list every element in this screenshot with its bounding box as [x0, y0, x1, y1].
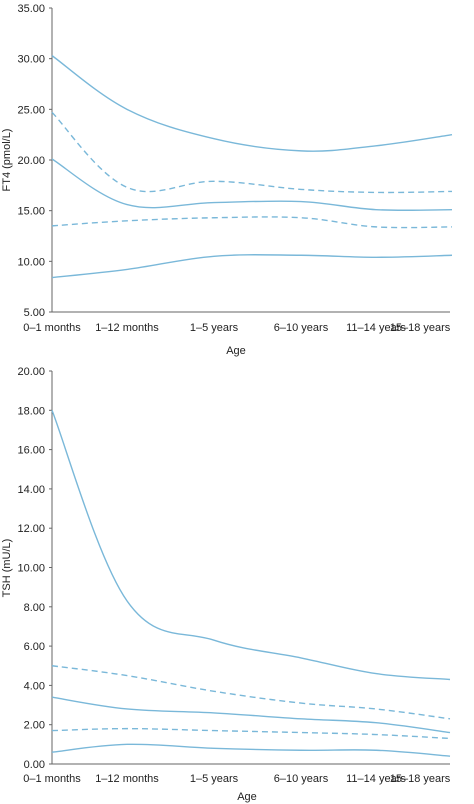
- tsh-y-tick-label: 4.00: [24, 680, 45, 692]
- tsh-x-tick-label: 1–5 years: [190, 773, 239, 785]
- tsh-series-line-3: [51, 696, 451, 734]
- tsh-y-tick-label: 14.00: [17, 484, 45, 496]
- ft4-x-tick-label: 1–12 months: [95, 322, 159, 334]
- ft4-y-ticks: 5.00 10.00 15.00 20.00 25.00 30.00 35.00: [17, 3, 52, 319]
- ft4-series-line-2: [51, 111, 453, 194]
- ft4-y-tick-label: 5.00: [24, 307, 45, 319]
- ft4-y-axis-label: FT4 (pmol/L): [1, 129, 13, 192]
- tsh-y-tick-label: 12.00: [17, 523, 45, 535]
- tsh-y-ticks: 0.00 2.00 4.00 6.00 8.00 10.00 12.00 14.00 16.00…: [17, 366, 52, 771]
- ft4-y-tick-label: 15.00: [17, 206, 45, 218]
- tsh-x-tick-label: 6–10 years: [274, 773, 329, 785]
- ft4-chart: 5.00 10.00 15.00 20.00 25.00 30.00 35.00 0–1 m…: [1, 3, 453, 357]
- tsh-y-tick-label: 8.00: [24, 602, 45, 614]
- ft4-x-tick-label: 0–1 months: [23, 322, 81, 334]
- tsh-series-line-5: [51, 743, 451, 757]
- ft4-x-tick-label: 1–5 years: [190, 322, 239, 334]
- tsh-x-tick-label: 0–1 months: [23, 773, 81, 785]
- ft4-x-tick-label: 6–10 years: [274, 322, 329, 334]
- ft4-y-tick-label: 20.00: [17, 155, 45, 167]
- ft4-x-ticks: 0–1 months 1–12 months 1–5 years 6–10 years…: [23, 322, 451, 334]
- ft4-x-axis-label: Age: [226, 345, 246, 357]
- ft4-x-tick-label: 11–14 years: [346, 322, 406, 334]
- tsh-y-tick-label: 20.00: [17, 366, 45, 378]
- ft4-y-tick-label: 35.00: [17, 3, 45, 15]
- ft4-series-line-3: [51, 158, 453, 212]
- ft4-series-line-1: [51, 55, 453, 152]
- tsh-y-tick-label: 10.00: [17, 563, 45, 575]
- tsh-x-tick-label: 15–18 years: [390, 773, 451, 785]
- tsh-series-line-2: [51, 665, 451, 720]
- tsh-series-lines: [51, 410, 451, 757]
- tsh-series-line-1: [51, 410, 451, 681]
- tsh-x-tick-label: 1–12 months: [95, 773, 159, 785]
- ft4-y-tick-label: 30.00: [17, 54, 45, 66]
- tsh-x-tick-label: 11–14 years: [346, 773, 406, 785]
- tsh-chart: 0.00 2.00 4.00 6.00 8.00 10.00 12.00 14.00 16.00…: [1, 366, 451, 803]
- tsh-y-tick-label: 18.00: [17, 405, 45, 417]
- tsh-y-axis-label: TSH (mU/L): [1, 539, 13, 598]
- ft4-series-line-4: [51, 216, 453, 229]
- ft4-series-line-5: [51, 254, 453, 279]
- tsh-y-tick-label: 16.00: [17, 445, 45, 457]
- tsh-x-ticks: 0–1 months 1–12 months 1–5 years 6–10 years…: [23, 773, 451, 785]
- ft4-y-tick-label: 25.00: [17, 104, 45, 116]
- ft4-series-lines: [51, 55, 453, 279]
- tsh-x-axis-label: Age: [237, 791, 257, 803]
- tsh-series-line-4: [51, 727, 451, 740]
- ft4-y-tick-label: 10.00: [17, 256, 45, 268]
- tsh-y-tick-label: 6.00: [24, 641, 45, 653]
- tsh-y-tick-label: 0.00: [24, 759, 45, 771]
- tsh-y-tick-label: 2.00: [24, 720, 45, 732]
- ft4-x-tick-label: 15–18 years: [390, 322, 451, 334]
